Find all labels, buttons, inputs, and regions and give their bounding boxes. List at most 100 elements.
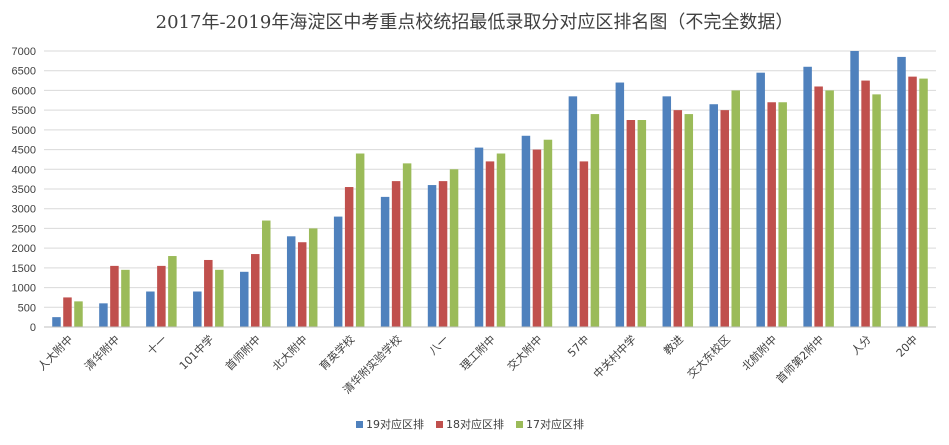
bar	[778, 102, 787, 327]
y-tick-label: 7000	[12, 46, 36, 58]
bar	[897, 56, 906, 328]
bar	[590, 114, 600, 327]
legend: 19对应区排 18对应区排 17对应区排	[356, 417, 584, 431]
bar	[615, 82, 625, 328]
x-tick-label: 101中学	[176, 332, 216, 372]
y-tick-label: 6500	[12, 66, 36, 78]
bar	[402, 163, 412, 327]
y-axis-ticks: 0 500 1000 1500 2000 2500 3000 3500 4000 4500 5000…	[12, 46, 36, 334]
bar	[814, 86, 823, 327]
y-tick-label: 5000	[12, 125, 36, 137]
bar	[380, 196, 390, 327]
bar	[286, 236, 296, 327]
bar	[568, 96, 578, 327]
y-tick-label: 6000	[12, 85, 36, 97]
bar	[63, 297, 72, 327]
bar	[637, 120, 647, 327]
bar	[355, 153, 365, 327]
bar	[872, 94, 881, 327]
x-tick-label: 人大附中	[35, 332, 76, 373]
bar	[720, 110, 729, 328]
bar	[709, 104, 718, 327]
y-tick-label: 3000	[12, 204, 36, 216]
bar	[474, 147, 484, 327]
x-tick-label: 清华附中	[82, 332, 123, 373]
bar	[532, 149, 542, 327]
y-tick-label: 2000	[12, 243, 36, 255]
bar	[121, 269, 130, 327]
legend-label: 17对应区排	[526, 417, 584, 431]
y-tick-label: 4000	[12, 164, 36, 176]
x-tick-label: 教进	[661, 333, 686, 358]
bar	[626, 120, 636, 327]
x-tick-label: 交大附中	[504, 332, 545, 373]
legend-swatch	[356, 421, 363, 428]
x-tick-label: 北大附中	[269, 332, 310, 373]
bar	[861, 80, 870, 327]
bar	[297, 242, 307, 327]
bar	[850, 51, 859, 327]
y-tick-label: 4500	[12, 145, 36, 157]
bar	[215, 269, 224, 327]
x-tick-label: 北航附中	[739, 332, 780, 373]
bar	[308, 228, 318, 327]
bar	[427, 185, 437, 327]
bar	[344, 187, 354, 327]
y-tick-label: 500	[18, 302, 36, 314]
bar	[521, 135, 531, 327]
y-tick-label: 3500	[12, 184, 36, 196]
bar	[74, 301, 83, 327]
x-tick-label: 57中	[565, 333, 592, 360]
bar	[99, 303, 108, 327]
bar	[240, 271, 249, 327]
bar	[908, 76, 917, 327]
chart-title: 2017年-2019年海淀区中考重点校统招最低录取分对应区排名图（不完全数据）	[155, 12, 794, 33]
bar	[919, 78, 928, 327]
bar	[251, 254, 260, 327]
x-tick-label: 十一	[144, 332, 169, 357]
bars	[52, 51, 928, 328]
bar	[803, 66, 812, 328]
bar	[767, 102, 776, 327]
y-tick-label: 5500	[12, 105, 36, 117]
x-tick-label: 八一	[426, 333, 451, 358]
bar	[262, 220, 271, 327]
x-tick-label: 理工附中	[457, 332, 498, 373]
bar	[731, 90, 740, 327]
bar	[579, 161, 589, 327]
bar	[52, 317, 61, 327]
bar	[662, 96, 672, 327]
x-tick-label: 首师第2附中	[773, 332, 827, 386]
bar	[391, 181, 401, 327]
bar	[438, 181, 448, 327]
bar	[110, 265, 119, 327]
bar	[146, 291, 155, 327]
bar	[673, 110, 683, 328]
x-tick-label: 人分	[849, 333, 874, 358]
bar	[496, 153, 506, 327]
bar	[333, 216, 343, 327]
x-tick-label: 交大东校区	[684, 332, 733, 381]
y-tick-label: 2500	[12, 223, 36, 235]
y-tick-label: 1500	[12, 263, 36, 275]
bar	[157, 265, 166, 327]
legend-label: 18对应区排	[446, 417, 504, 431]
x-tick-label: 首师附中	[222, 332, 263, 373]
bar	[449, 169, 459, 327]
bar	[485, 161, 495, 327]
bar	[168, 256, 177, 327]
bar	[543, 139, 553, 327]
bar	[756, 72, 765, 327]
x-tick-label: 育英学校	[316, 332, 357, 373]
bar	[193, 291, 202, 327]
legend-swatch	[436, 421, 443, 428]
x-tick-label: 20中	[894, 333, 921, 360]
y-tick-label: 1000	[12, 283, 36, 295]
legend-label: 19对应区排	[366, 417, 424, 431]
legend-swatch	[516, 421, 523, 428]
bar	[204, 259, 213, 327]
y-tick-label: 0	[30, 322, 36, 334]
x-tick-label: 中关村中学	[590, 332, 639, 381]
